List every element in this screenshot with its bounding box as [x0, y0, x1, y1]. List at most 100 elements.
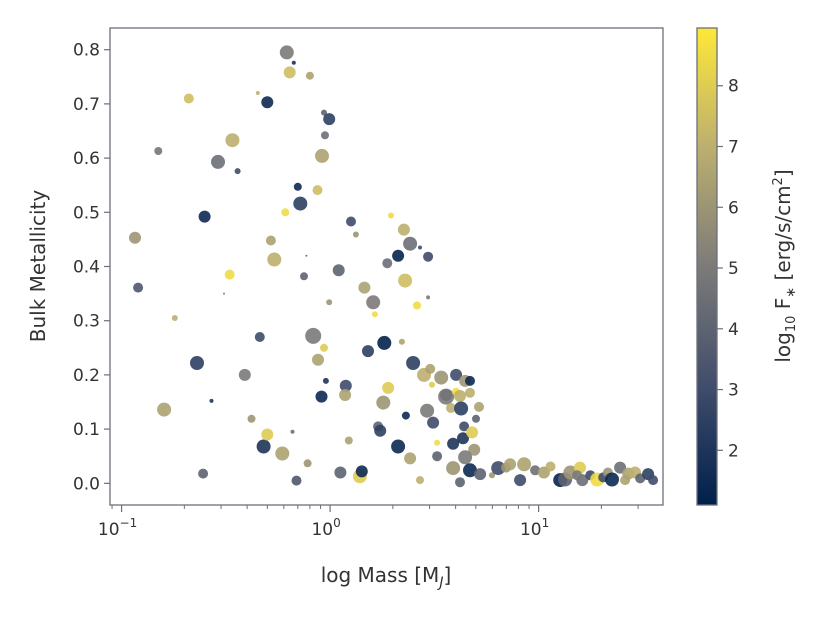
x-tick-label: 100 — [311, 516, 340, 540]
data-point — [352, 231, 359, 238]
colorbar-tick-label: 4 — [728, 320, 739, 340]
data-point — [454, 390, 466, 402]
data-point — [283, 66, 296, 79]
data-point — [489, 472, 495, 479]
colorbar-label-end: ] — [771, 169, 795, 177]
data-point — [413, 301, 421, 310]
colorbar-label-star: ∗ — [784, 287, 799, 298]
data-point — [504, 458, 517, 471]
x-axis-label: log Mass [MJ] — [321, 563, 452, 591]
colorbar-tick-label: 2 — [728, 441, 739, 461]
data-point — [275, 446, 290, 461]
data-point — [491, 461, 506, 476]
data-point — [344, 436, 353, 445]
y-tick-label: 0.0 — [73, 474, 100, 494]
data-point — [234, 168, 241, 175]
data-point — [362, 345, 374, 358]
data-point — [466, 426, 479, 439]
data-point — [223, 292, 225, 295]
data-point — [465, 375, 475, 386]
data-point — [398, 273, 413, 288]
data-point — [474, 401, 484, 412]
colorbar-label-unit: [erg/s/cm — [771, 185, 795, 286]
data-point — [406, 356, 421, 370]
y-tick-label: 0.6 — [73, 149, 100, 169]
data-point — [211, 154, 225, 169]
colorbar-label-f: F — [771, 298, 795, 316]
data-point — [254, 332, 265, 342]
x-tick-base: 10 — [520, 520, 542, 540]
data-point — [459, 421, 470, 432]
data-point — [468, 443, 481, 456]
data-point — [517, 457, 532, 472]
data-point — [171, 315, 178, 321]
data-point — [438, 388, 455, 405]
data-point — [332, 264, 345, 277]
data-point — [427, 416, 440, 429]
data-point — [320, 343, 328, 352]
data-point — [447, 437, 460, 450]
data-point — [434, 370, 449, 385]
data-point — [291, 475, 302, 486]
y-tick-label: 0.3 — [73, 312, 100, 332]
data-point — [256, 439, 271, 454]
x-tick-exponent: 0 — [333, 516, 341, 530]
data-point — [403, 236, 418, 251]
data-point — [315, 148, 329, 163]
data-point — [267, 252, 282, 267]
data-point — [190, 356, 204, 370]
y-tick-label: 0.7 — [73, 95, 100, 115]
y-axis-label: Bulk Metallicity — [26, 190, 50, 343]
data-point — [446, 403, 456, 413]
data-point — [261, 96, 274, 109]
data-point — [293, 182, 302, 191]
data-point — [530, 465, 541, 476]
colorbar-label-sup: 2 — [771, 177, 786, 185]
data-point — [133, 282, 144, 293]
y-tick-label: 0.1 — [73, 420, 100, 440]
colorbar-tick-label: 5 — [728, 259, 739, 279]
data-point — [303, 459, 312, 468]
data-point — [514, 474, 527, 487]
data-point — [339, 379, 352, 392]
data-point — [472, 414, 480, 423]
data-point — [572, 470, 583, 481]
data-point — [455, 477, 465, 488]
data-point — [261, 428, 274, 441]
data-point — [425, 363, 436, 374]
data-point — [355, 465, 368, 478]
data-point — [392, 249, 405, 262]
data-point — [346, 216, 356, 227]
data-point — [279, 45, 294, 60]
data-point — [454, 401, 469, 416]
data-point — [404, 452, 417, 465]
data-point — [198, 468, 209, 479]
data-point — [334, 466, 347, 479]
data-point — [620, 475, 631, 486]
y-axis: 0.0 0.1 0.2 0.3 0.4 0.5 0.6 0.7 0.8 — [73, 41, 110, 494]
colorbar-tick-label: 8 — [728, 77, 739, 97]
data-point — [291, 60, 296, 65]
y-tick-label: 0.4 — [73, 258, 100, 278]
x-axis-label-end: ] — [443, 563, 451, 587]
data-point — [154, 147, 163, 155]
x-tick-base: 10 — [98, 520, 120, 540]
data-point — [305, 71, 314, 80]
data-point — [209, 398, 214, 403]
x-axis: 10−1 100 101 — [98, 505, 639, 540]
data-point — [312, 353, 324, 366]
data-point — [339, 389, 352, 401]
data-point — [290, 429, 295, 434]
data-point — [458, 450, 473, 465]
data-point — [391, 439, 406, 454]
colorbar-label-sub: 10 — [784, 316, 799, 333]
x-tick-exponent: −1 — [120, 516, 138, 530]
data-point — [382, 258, 393, 269]
data-point — [247, 414, 256, 423]
data-point — [305, 327, 322, 344]
data-point — [293, 196, 308, 211]
data-point — [321, 131, 329, 140]
colorbar-tick-label: 7 — [728, 137, 739, 157]
data-points — [129, 45, 659, 488]
y-tick-label: 0.8 — [73, 41, 100, 61]
